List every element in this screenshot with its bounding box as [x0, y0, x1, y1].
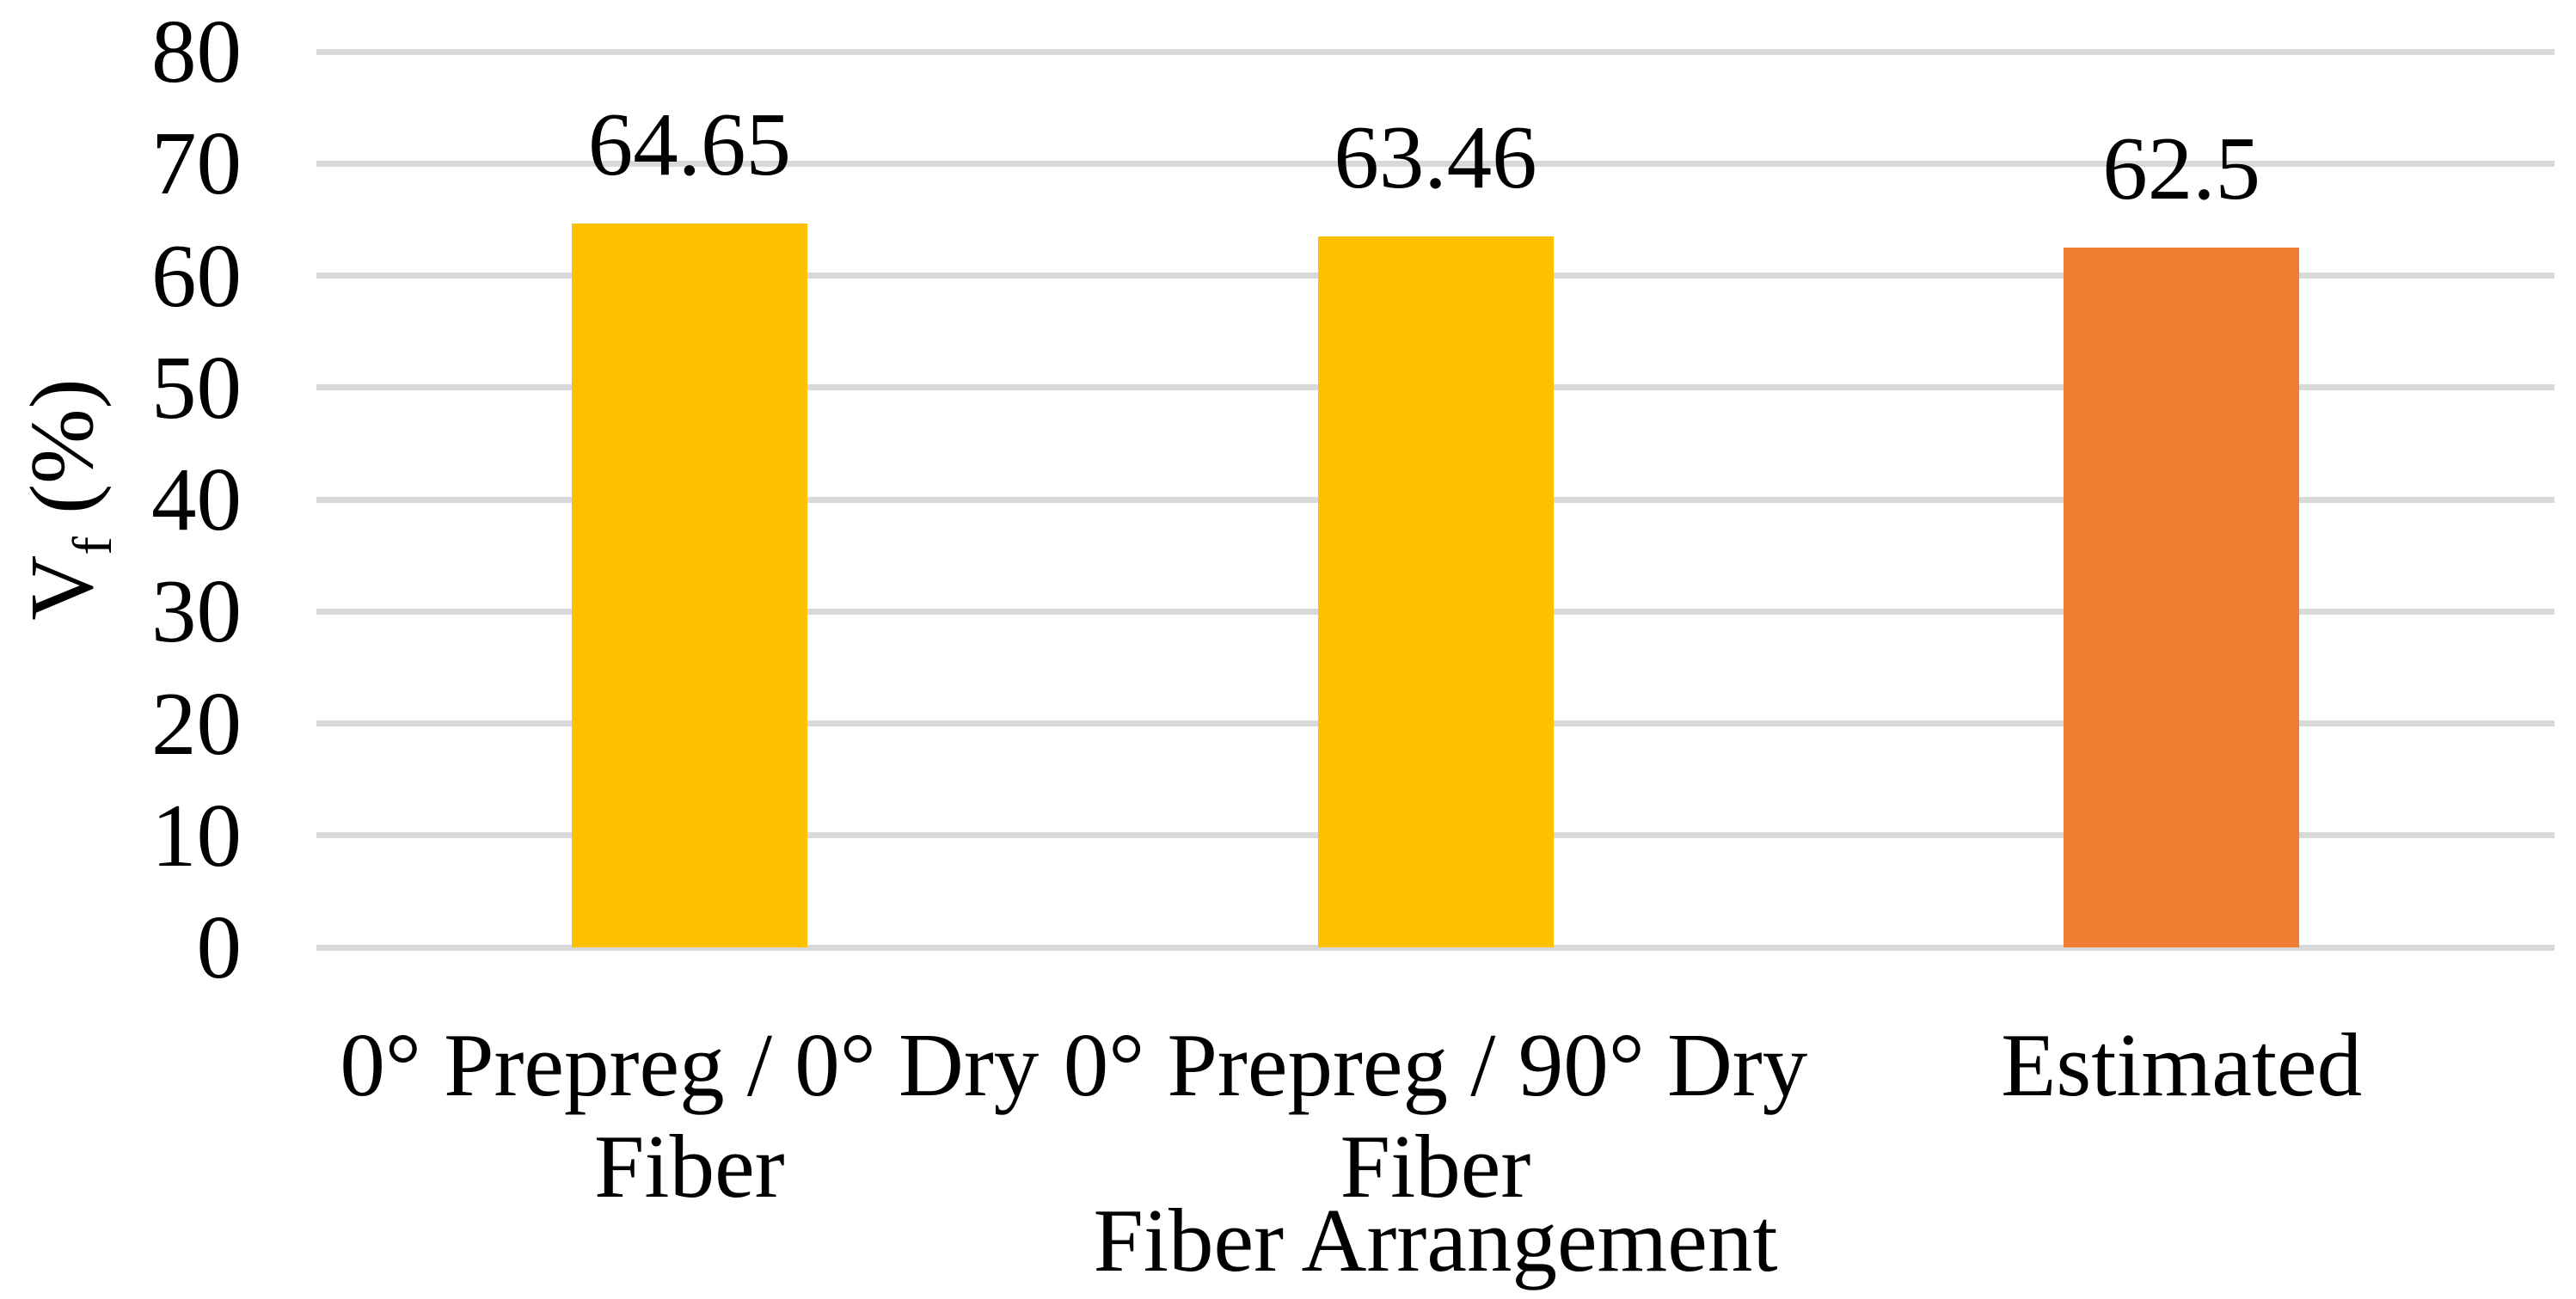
- y-tick-label: 30: [151, 561, 242, 662]
- x-category-label-line: Fiber: [1340, 1116, 1531, 1216]
- x-category-label: Estimated: [1751, 1014, 2576, 1116]
- bar-value-label: 64.65: [587, 93, 791, 194]
- bar: [2064, 247, 2300, 947]
- x-category-label-line: Fiber: [594, 1116, 785, 1216]
- y-tick-label: 70: [151, 113, 242, 214]
- y-tick-label: 60: [151, 224, 242, 326]
- bar: [1317, 236, 1554, 947]
- bar: [571, 223, 807, 947]
- x-category-label-line: Estimated: [2001, 1014, 2363, 1115]
- y-tick-label: 0: [196, 897, 242, 997]
- gridline: [316, 160, 2555, 167]
- x-category-label: 0° Prepreg / 90° Dry Fiber: [1006, 1014, 1866, 1217]
- y-tick-label: 80: [151, 1, 242, 101]
- plot-area: 64.65 63.46 62.5: [316, 48, 2555, 951]
- x-axis-line: [316, 944, 2555, 951]
- y-tick-label: 40: [151, 449, 242, 549]
- x-category-label: 0° Prepreg / 0° Dry Fiber: [260, 1014, 1119, 1217]
- x-category-label-line: 0° Prepreg / 0° Dry: [340, 1014, 1040, 1115]
- y-tick-label: 50: [151, 336, 242, 438]
- y-tick-label: 10: [151, 784, 242, 885]
- bar-value-label: 62.5: [2102, 117, 2261, 218]
- x-category-label-line: 0° Prepreg / 90° Dry: [1063, 1014, 1808, 1115]
- y-tick-label: 20: [151, 672, 242, 774]
- x-axis-title: Fiber Arrangement: [1093, 1190, 1778, 1290]
- gridline: [316, 48, 2555, 55]
- bar-value-label: 63.46: [1334, 107, 1537, 208]
